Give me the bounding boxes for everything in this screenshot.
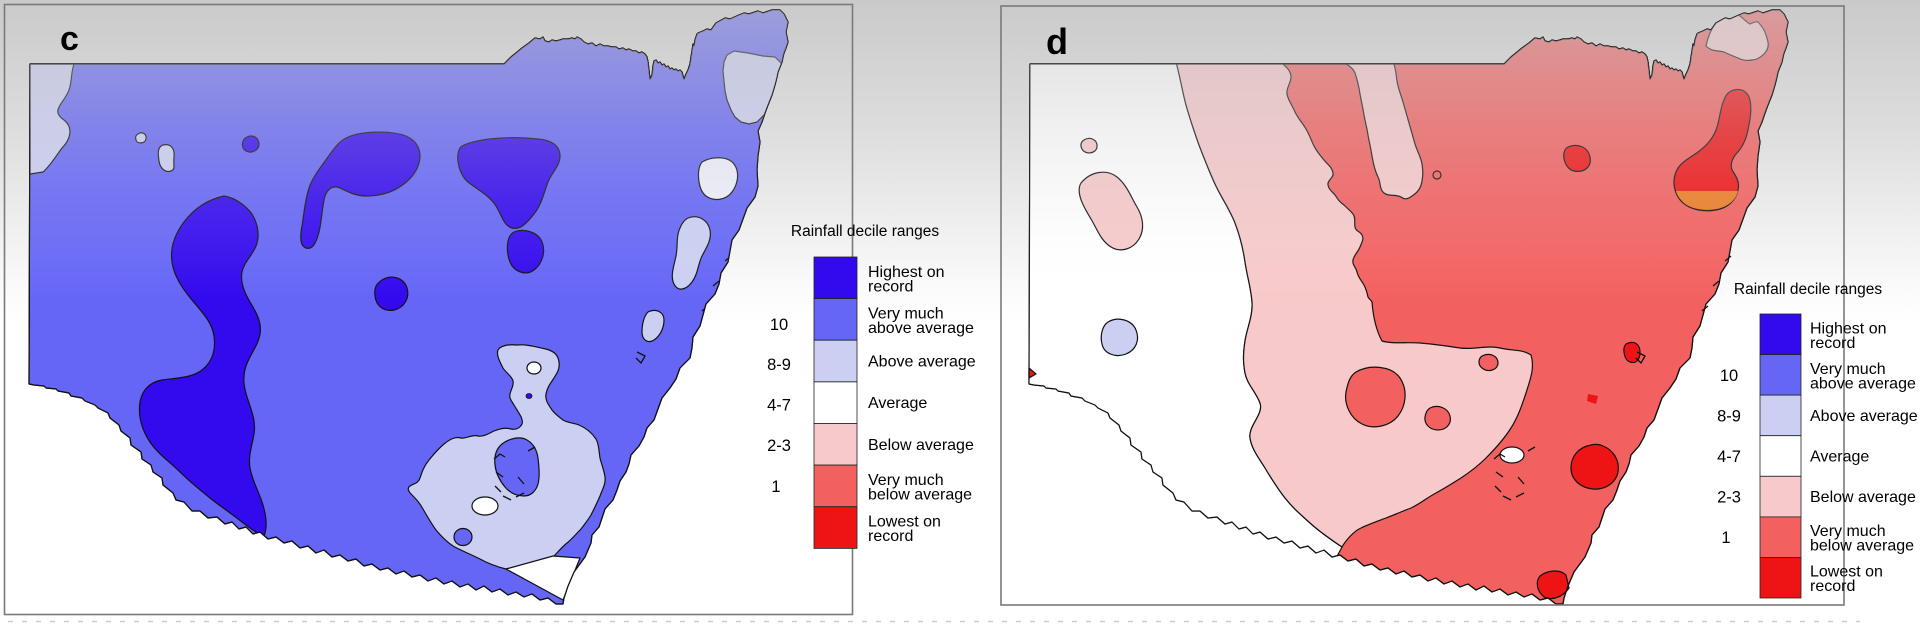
svg-text:Lowest on: Lowest on: [868, 514, 941, 531]
svg-text:record: record: [1810, 578, 1855, 595]
svg-text:Very much: Very much: [1810, 523, 1886, 540]
svg-text:10: 10: [1720, 367, 1738, 385]
svg-text:2-3: 2-3: [767, 437, 791, 455]
svg-text:above average: above average: [1810, 375, 1916, 392]
svg-text:Below average: Below average: [1810, 489, 1916, 506]
svg-text:4-7: 4-7: [767, 397, 791, 415]
svg-text:Average: Average: [868, 395, 927, 412]
svg-text:below average: below average: [1810, 538, 1914, 555]
svg-text:Highest on: Highest on: [868, 264, 945, 281]
svg-text:Lowest on: Lowest on: [1810, 564, 1883, 581]
svg-text:above average: above average: [868, 320, 974, 337]
svg-text:8-9: 8-9: [1717, 408, 1741, 426]
svg-text:Very much: Very much: [1810, 361, 1886, 378]
svg-text:8-9: 8-9: [767, 356, 791, 374]
svg-text:record: record: [868, 278, 913, 295]
svg-text:Very much: Very much: [868, 472, 944, 489]
svg-text:Highest on: Highest on: [1810, 320, 1887, 337]
svg-text:d: d: [1046, 21, 1068, 62]
svg-text:record: record: [868, 528, 913, 545]
svg-text:Average: Average: [1810, 449, 1869, 466]
svg-text:10: 10: [770, 316, 788, 334]
svg-text:c: c: [60, 20, 79, 58]
svg-text:1: 1: [1721, 529, 1730, 547]
svg-text:Below average: Below average: [868, 437, 974, 454]
svg-text:Above average: Above average: [868, 354, 976, 371]
svg-text:Above average: Above average: [1810, 408, 1918, 425]
svg-text:4-7: 4-7: [1717, 448, 1741, 466]
svg-text:1: 1: [771, 478, 780, 496]
svg-text:record: record: [1810, 335, 1855, 352]
svg-text:Very much: Very much: [868, 305, 944, 322]
svg-text:below average: below average: [868, 486, 972, 503]
svg-text:2-3: 2-3: [1717, 489, 1741, 507]
svg-text:Rainfall decile ranges: Rainfall decile ranges: [1734, 281, 1882, 298]
svg-text:Rainfall decile ranges: Rainfall decile ranges: [791, 223, 939, 240]
